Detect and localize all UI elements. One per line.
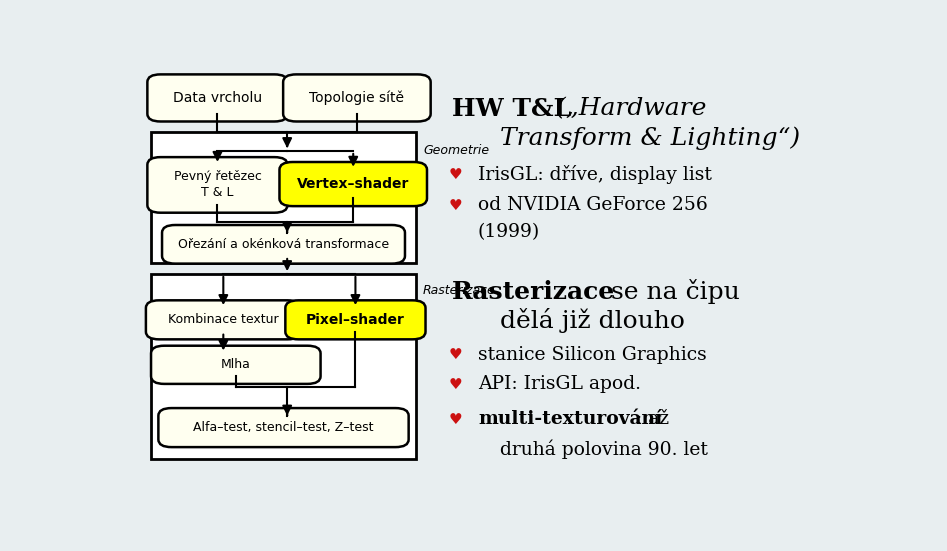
FancyBboxPatch shape — [148, 157, 288, 213]
Text: HW T&L: HW T&L — [453, 96, 571, 121]
Text: ♥: ♥ — [449, 377, 462, 392]
Text: Mlha: Mlha — [221, 358, 251, 371]
Text: Rasterizace: Rasterizace — [423, 284, 495, 298]
FancyBboxPatch shape — [146, 300, 301, 339]
FancyBboxPatch shape — [283, 74, 431, 121]
Text: API: IrisGL apod.: API: IrisGL apod. — [478, 375, 641, 393]
FancyBboxPatch shape — [151, 345, 321, 384]
Text: Alfa–test, stencil–test, Z–test: Alfa–test, stencil–test, Z–test — [193, 421, 374, 434]
FancyBboxPatch shape — [148, 74, 288, 121]
Bar — [152, 132, 416, 263]
Text: multi-texturování: multi-texturování — [478, 410, 662, 428]
Text: druhá polovina 90. let: druhá polovina 90. let — [500, 439, 708, 458]
Text: ♥: ♥ — [449, 167, 462, 182]
Text: Transform & Lighting“): Transform & Lighting“) — [500, 127, 800, 150]
Bar — [152, 274, 416, 458]
Text: Geometrie: Geometrie — [423, 144, 489, 158]
FancyBboxPatch shape — [158, 408, 409, 447]
Text: od NVIDIA GeForce 256: od NVIDIA GeForce 256 — [478, 196, 707, 214]
Text: ♥: ♥ — [449, 347, 462, 362]
Text: IrisGL: dříve, display list: IrisGL: dříve, display list — [478, 165, 712, 184]
Text: Vertex–shader: Vertex–shader — [297, 177, 409, 191]
FancyBboxPatch shape — [279, 162, 427, 206]
Text: ♥: ♥ — [449, 412, 462, 426]
Text: (1999): (1999) — [478, 223, 540, 241]
Text: („Hardware: („Hardware — [547, 97, 706, 120]
FancyBboxPatch shape — [285, 300, 425, 339]
Text: dělá již dlouho: dělá již dlouho — [500, 308, 685, 333]
Text: ♥: ♥ — [449, 198, 462, 213]
Text: Ořezání a okénková transformace: Ořezání a okénková transformace — [178, 238, 389, 251]
Text: Pevný řetězec
T & L: Pevný řetězec T & L — [173, 170, 261, 199]
Text: Kombinace textur: Kombinace textur — [168, 314, 278, 326]
Text: stanice Silicon Graphics: stanice Silicon Graphics — [478, 345, 706, 364]
Text: se na čipu: se na čipu — [603, 279, 740, 304]
FancyBboxPatch shape — [162, 225, 405, 263]
Text: Data vrcholu: Data vrcholu — [173, 91, 262, 105]
Text: : až: : až — [635, 410, 669, 428]
Text: Pixel–shader: Pixel–shader — [306, 313, 405, 327]
Text: Rasterizace: Rasterizace — [453, 280, 616, 304]
Text: Topologie sítě: Topologie sítě — [310, 91, 404, 105]
